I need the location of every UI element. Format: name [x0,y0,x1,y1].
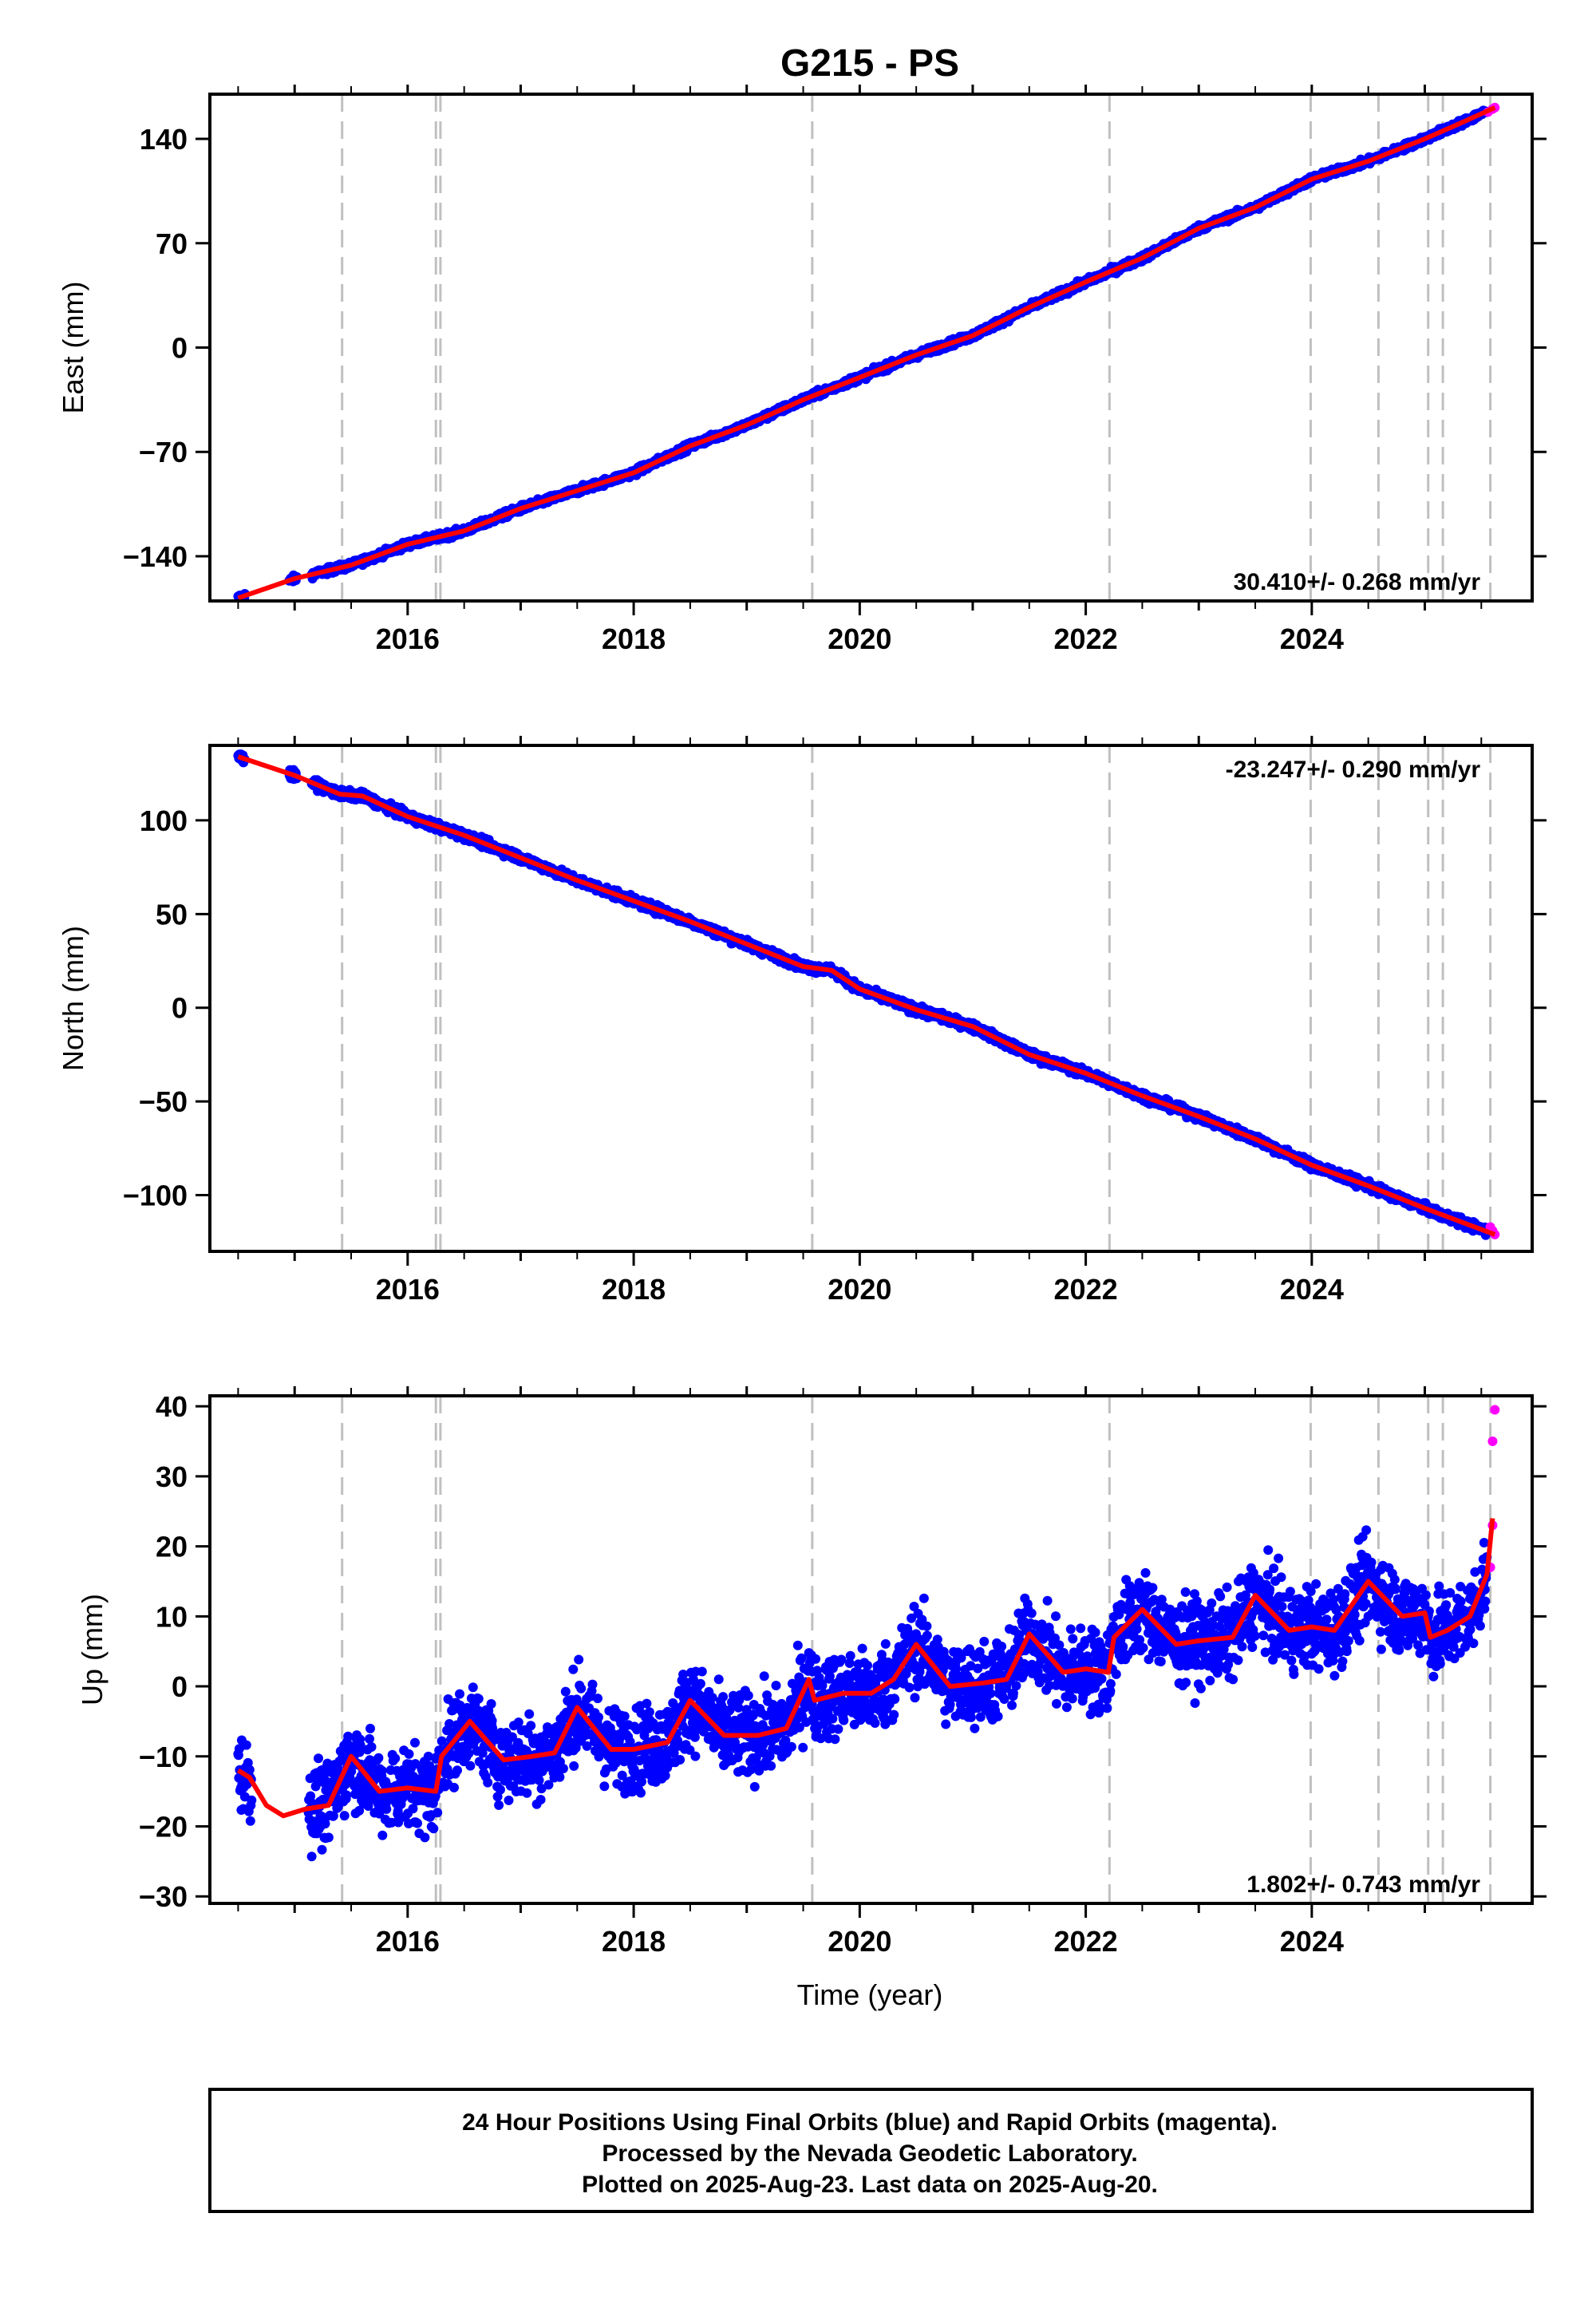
x-tick-label: 2020 [828,622,891,655]
y-tick-label: 140 [140,123,188,156]
plot-area [233,745,1500,1251]
x-tick-label: 2022 [1054,622,1118,655]
y-tick-label: −140 [123,540,188,573]
y-tick-label: 0 [172,332,188,365]
x-tick-label: 2016 [376,622,440,655]
x-tick-label: 2018 [602,622,666,655]
velocity-rate-label: 30.410+/- 0.268 mm/yr [1234,569,1481,595]
y-axis-label: East (mm) [57,282,89,414]
x-tick-label: 2024 [1280,622,1344,655]
final-orbit-points [233,105,1492,601]
plot-area [233,94,1500,601]
figure-title: G215 - PS [780,42,959,85]
y-tick-label: 70 [156,227,188,260]
y-tick-label: −70 [139,436,188,468]
east-panel: 140 70 0 −70 −140 2016 2018 2020 2022 2024 East (m… [57,85,1547,655]
model-fit-line [237,105,1496,601]
